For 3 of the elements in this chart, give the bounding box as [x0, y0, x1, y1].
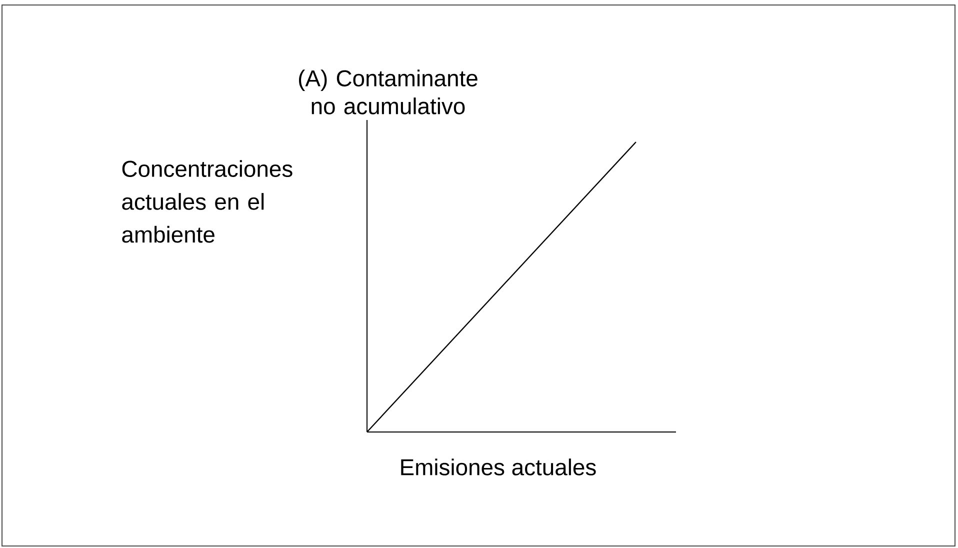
y-axis-title: Concentraciones actuales en el ambiente — [122, 160, 292, 243]
x-axis-title: Emisiones actuales — [401, 458, 596, 476]
chart-title: (A) Contaminante no acumulativo — [299, 70, 478, 114]
